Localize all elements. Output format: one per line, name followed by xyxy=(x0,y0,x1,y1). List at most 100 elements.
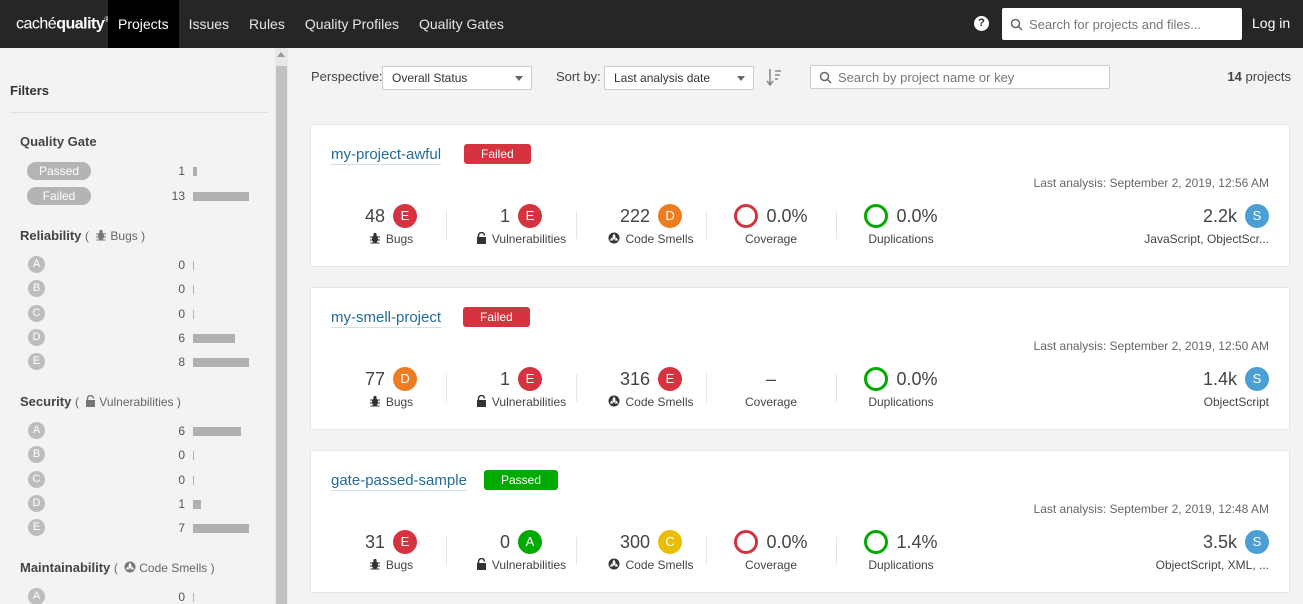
coverage-measure[interactable]: 0.0% Coverage xyxy=(706,529,836,579)
security-histogram-bar xyxy=(193,427,241,436)
reliability-histogram-bar xyxy=(193,358,249,368)
quality-gate-status-badge: Failed xyxy=(463,307,530,327)
project-search-input[interactable] xyxy=(838,69,1098,85)
project-name-link[interactable]: my-project-awful xyxy=(331,146,442,165)
duplications-measure[interactable]: 1.4% Duplications xyxy=(836,529,966,579)
vulnerabilities-measure[interactable]: 1 E Vulnerabilities xyxy=(456,366,586,416)
help-icon[interactable]: ? xyxy=(974,16,989,31)
reliability-count: 8 xyxy=(178,355,185,370)
coverage-measure[interactable]: – Coverage xyxy=(744,368,798,410)
vulnerabilities-measure[interactable]: 0 A Vulnerabilities xyxy=(456,529,586,579)
nav-projects[interactable]: Projects xyxy=(108,0,179,48)
divider xyxy=(576,374,577,402)
divider xyxy=(706,537,707,565)
quality-gate-status-badge: Passed xyxy=(484,470,559,490)
duplications-donut-icon xyxy=(864,367,889,391)
scrollbar-thumb[interactable] xyxy=(276,66,287,604)
coverage-donut-icon xyxy=(734,530,759,554)
code-smells-measure[interactable]: 300 C Code Smells xyxy=(586,529,716,579)
reliability-option-e[interactable]: E xyxy=(28,353,45,371)
divider xyxy=(576,211,577,239)
size-measure: 1.4k S ObjectScript xyxy=(1202,367,1269,409)
security-option-b[interactable]: B xyxy=(28,446,45,464)
coverage-measure[interactable]: 0.0% Coverage xyxy=(706,203,836,253)
code-smells-measure[interactable]: 316 E Code Smells xyxy=(586,366,716,416)
reliability-count: 0 xyxy=(178,282,185,297)
code-smells-measure[interactable]: 222 D Code Smells xyxy=(586,203,716,253)
perspective-label: Perspective: xyxy=(311,69,383,84)
bugs-measure[interactable]: 48 E Bugs xyxy=(326,203,456,253)
sort-select[interactable]: Last analysis date xyxy=(604,66,754,90)
reliability-rating: D xyxy=(393,367,418,391)
security-option-a[interactable]: A xyxy=(28,422,45,439)
quality_gate-option-failed[interactable]: Failed xyxy=(27,187,91,205)
last-analysis-date: Last analysis: September 2, 2019, 12:56 … xyxy=(1033,176,1269,190)
nav-quality-profiles[interactable]: Quality Profiles xyxy=(304,16,399,32)
security-count: 7 xyxy=(178,521,185,536)
facet-maintainability-title: Maintainability ( Code Smells ) xyxy=(20,560,215,575)
languages: JavaScript, ObjectScr... xyxy=(1144,232,1269,246)
security-histogram-bar xyxy=(193,475,194,485)
quality_gate-option-passed[interactable]: Passed xyxy=(27,162,91,180)
maintainability-count: 0 xyxy=(178,590,185,604)
reliability-histogram-bar xyxy=(193,309,194,319)
search-icon xyxy=(1010,18,1023,31)
logo[interactable]: cachéquality® xyxy=(16,14,110,33)
projects-toolbar: Perspective: Overall Status Sort by: Las… xyxy=(290,48,1303,108)
maintainability-rating: E xyxy=(658,367,683,391)
security-option-c[interactable]: C xyxy=(28,470,45,488)
project-name-link[interactable]: gate-passed-sample xyxy=(331,472,467,491)
bugs-measure[interactable]: 77 D Bugs xyxy=(326,366,456,416)
nav-issues[interactable]: Issues xyxy=(188,16,230,32)
perspective-select[interactable]: Overall Status xyxy=(382,66,532,90)
reliability-option-a[interactable]: A xyxy=(28,256,45,273)
divider xyxy=(706,211,707,239)
duplications-donut-icon xyxy=(864,530,889,554)
nav-quality-gates[interactable]: Quality Gates xyxy=(419,16,504,32)
bugs-measure[interactable]: 31 E Bugs xyxy=(326,529,456,579)
security-histogram-bar xyxy=(193,451,194,461)
login-link[interactable]: Log in xyxy=(1252,15,1291,31)
size-measure: 2.2k S JavaScript, ObjectScr... xyxy=(1144,204,1269,246)
nav-rules[interactable]: Rules xyxy=(249,16,285,32)
bug-icon xyxy=(369,232,380,244)
project-search[interactable] xyxy=(810,65,1110,89)
quality_gate-count: 1 xyxy=(178,164,185,178)
languages: ObjectScript, XML, ... xyxy=(1155,558,1269,572)
global-search-input[interactable] xyxy=(1029,16,1229,32)
divider xyxy=(446,211,447,239)
coverage-donut-icon xyxy=(734,204,759,228)
scroll-up-arrow-icon[interactable] xyxy=(277,52,285,57)
global-search[interactable] xyxy=(1002,8,1242,40)
divider xyxy=(446,537,447,565)
project-card: gate-passed-sample Passed Last analysis: S… xyxy=(310,450,1290,593)
maintainability-option-a[interactable]: A xyxy=(28,588,45,604)
reliability-option-c[interactable]: C xyxy=(28,304,45,322)
size-rating: S xyxy=(1245,204,1269,228)
duplications-measure[interactable]: 0.0% Duplications xyxy=(836,366,966,416)
filters-sidebar: Filters Quality Gate Passed 1 Failed 13 Rel… xyxy=(0,48,290,604)
divider xyxy=(576,537,577,565)
facet-quality-gate-title: Quality Gate xyxy=(20,134,97,149)
quality-gate-status-badge: Failed xyxy=(464,144,531,164)
chevron-down-icon xyxy=(737,76,745,81)
vulnerabilities-measure[interactable]: 1 E Vulnerabilities xyxy=(456,203,586,253)
lock-icon xyxy=(86,394,96,407)
facet-security-title: Security ( Vulnerabilities ) xyxy=(20,394,181,409)
project-card: my-project-awful Failed Last analysis: Sep… xyxy=(310,124,1290,267)
size-measure: 3.5k S ObjectScript, XML, ... xyxy=(1155,530,1269,572)
duplications-donut-icon xyxy=(864,204,889,228)
quality_gate-histogram-bar xyxy=(193,192,249,201)
reliability-option-b[interactable]: B xyxy=(28,280,45,298)
last-analysis-date: Last analysis: September 2, 2019, 12:50 … xyxy=(1033,339,1269,353)
security-option-e[interactable]: E xyxy=(28,519,45,537)
code-smell-icon xyxy=(608,558,620,570)
sidebar-scrollbar[interactable] xyxy=(275,48,288,604)
sort-direction-icon[interactable] xyxy=(766,68,782,86)
security-option-d[interactable]: D xyxy=(28,494,45,512)
divider xyxy=(10,112,268,113)
reliability-option-d[interactable]: D xyxy=(28,328,45,346)
code-smell-icon xyxy=(124,561,136,573)
project-name-link[interactable]: my-smell-project xyxy=(331,309,442,328)
duplications-measure[interactable]: 0.0% Duplications xyxy=(836,203,966,253)
